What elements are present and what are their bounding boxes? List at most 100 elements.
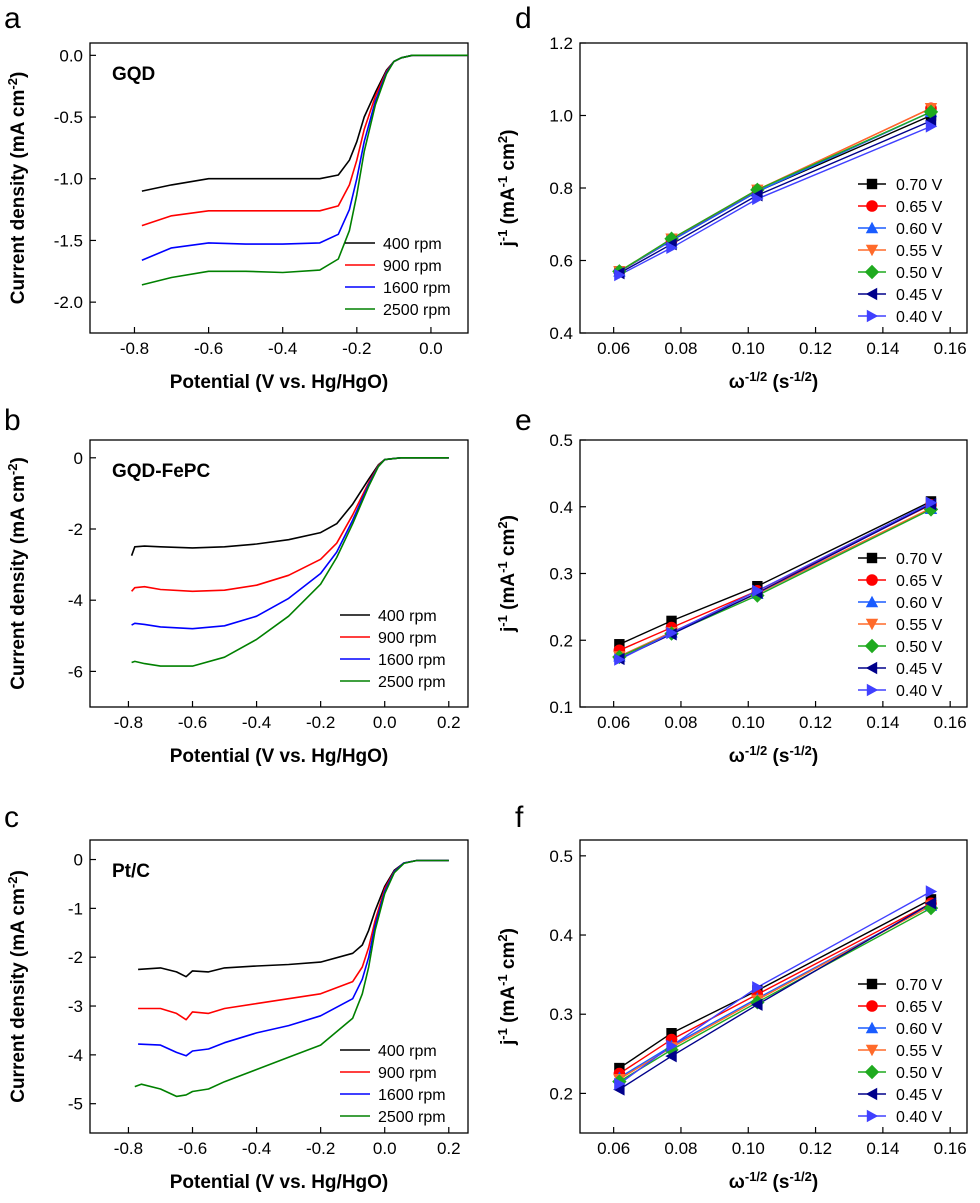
y-tick-label: 1.2 — [549, 34, 573, 53]
legend-label: 0.70 V — [896, 977, 943, 994]
y-tick-label: -4 — [68, 591, 83, 610]
y-tick-label: -0.5 — [54, 108, 83, 127]
curve-400-rpm — [138, 859, 449, 978]
legend-marker — [866, 200, 878, 212]
curve-1600-rpm — [141, 54, 468, 261]
data-point — [924, 114, 937, 128]
y-tick-label: -1.0 — [54, 170, 83, 189]
legend-label: 0.40 V — [896, 309, 943, 326]
curve-2500-rpm — [134, 859, 449, 1098]
x-tick-label: 0.12 — [799, 339, 832, 358]
y-tick-label: -5 — [68, 1095, 83, 1114]
x-tick-label: 0.0 — [373, 713, 397, 732]
legend-label: 0.50 V — [896, 265, 943, 282]
y-tick-label: -2.0 — [54, 293, 83, 312]
y-tick-label: 0.8 — [549, 179, 573, 198]
y-tick-label: 0 — [74, 449, 83, 468]
y-tick-label: 0.0 — [59, 46, 83, 65]
legend-label: 0.45 V — [896, 287, 943, 304]
y-axis-label: j-1 (mA-1 cm2) — [495, 928, 519, 1046]
legend-label: 0.40 V — [896, 683, 943, 700]
legend-label: 0.45 V — [896, 661, 943, 678]
x-tick-label: 0.0 — [373, 1139, 397, 1158]
data-point — [752, 584, 764, 598]
curve-1600-rpm — [131, 456, 449, 630]
legend-label: 2500 rpm — [383, 302, 451, 319]
legend-marker — [865, 1021, 879, 1034]
x-tick-label: -0.6 — [178, 1139, 207, 1158]
y-tick-label: 0.5 — [549, 431, 573, 450]
legend-marker — [865, 244, 879, 257]
y-axis-label: j-1 (mA-1 cm2) — [495, 130, 519, 248]
legend-label: 0.50 V — [896, 639, 943, 656]
legend-label: 0.65 V — [896, 199, 943, 216]
curve-1600-rpm — [138, 859, 449, 1057]
legend-marker — [866, 683, 879, 697]
legend-marker — [865, 595, 879, 608]
y-tick-label: 1.0 — [549, 107, 573, 126]
x-tick-label: 0.16 — [934, 339, 967, 358]
x-tick-label: 0.14 — [866, 339, 899, 358]
kl-line-0.70-V — [619, 898, 932, 1069]
legend-marker — [865, 287, 878, 301]
legend-label: 0.40 V — [896, 1109, 943, 1126]
legend-marker — [866, 1109, 879, 1123]
legend-marker — [864, 1064, 880, 1080]
legend-marker — [866, 309, 879, 323]
sample-label: Pt/C — [112, 861, 150, 882]
y-tick-label: -6 — [68, 662, 83, 681]
legend-marker — [865, 1087, 878, 1101]
x-axis-label: Potential (V vs. Hg/HgO) — [170, 1172, 389, 1193]
panel-e: e 0.06 0.08 0.10 0.12 0.14 0.16 0.1 0.2 0.3 0.4 0.5… — [495, 404, 968, 767]
legend-label: 0.65 V — [896, 573, 943, 590]
y-tick-label: -2 — [68, 520, 83, 539]
panel-a: a -0.8 -0.6 -0.4 -0.2 0.0 0.0 -0.5 -1.0 -1.5 -2.0 P… — [4, 2, 469, 393]
x-tick-label: 0.08 — [664, 1139, 697, 1158]
panel-letter: b — [4, 404, 21, 437]
x-tick-label: -0.2 — [306, 713, 335, 732]
x-tick-label: 0.08 — [664, 713, 697, 732]
data-point — [752, 192, 764, 206]
data-point — [613, 1083, 625, 1096]
curve-400-rpm — [141, 54, 468, 192]
data-point — [923, 104, 939, 120]
curve-2500-rpm — [131, 456, 449, 667]
kl-line-0.40-V — [619, 125, 932, 276]
legend-label: 900 rpm — [378, 630, 437, 647]
data-point — [666, 626, 678, 640]
kl-line-0.40-V — [618, 890, 932, 1085]
legend-label: 400 rpm — [383, 236, 442, 253]
data-point — [924, 897, 937, 910]
x-axis-label: ω-1/2 (s-1/2) — [729, 369, 818, 393]
x-tick-label: 0.10 — [732, 339, 765, 358]
y-tick-label: -1.5 — [54, 231, 83, 250]
legend-label: 0.55 V — [896, 243, 943, 260]
x-tick-label: -0.4 — [268, 339, 297, 358]
panel-letter: f — [515, 801, 524, 834]
x-tick-label: -0.6 — [178, 713, 207, 732]
legend-marker — [866, 552, 878, 564]
data-point — [614, 639, 625, 650]
x-tick-label: 0.16 — [934, 1139, 967, 1158]
legend-label: 0.60 V — [896, 1021, 943, 1038]
x-tick-label: 0.14 — [866, 1139, 899, 1158]
curve-2500-rpm — [141, 54, 468, 286]
y-tick-label: 0.3 — [549, 565, 573, 584]
x-axis-label: Potential (V vs. Hg/HgO) — [170, 372, 389, 393]
legend-marker — [865, 661, 878, 675]
legend-marker — [865, 1044, 879, 1057]
x-axis-label: Potential (V vs. Hg/HgO) — [170, 746, 389, 767]
y-tick-label: 0.6 — [549, 252, 573, 271]
data-point — [666, 615, 677, 627]
data-point — [752, 981, 764, 994]
legend-marker — [865, 618, 879, 631]
panel-d: d 0.06 0.08 0.10 0.12 0.14 0.16 0.4 0.6 0.8 1.0 1.2… — [495, 2, 968, 393]
legend-label: 400 rpm — [378, 608, 437, 625]
x-tick-label: 0.16 — [934, 713, 967, 732]
y-tick-label: 0.2 — [549, 631, 573, 650]
y-tick-label: 0.3 — [549, 1005, 573, 1024]
legend-label: 0.55 V — [896, 617, 943, 634]
legend-label: 0.60 V — [896, 595, 943, 612]
y-tick-label: -2 — [68, 948, 83, 967]
